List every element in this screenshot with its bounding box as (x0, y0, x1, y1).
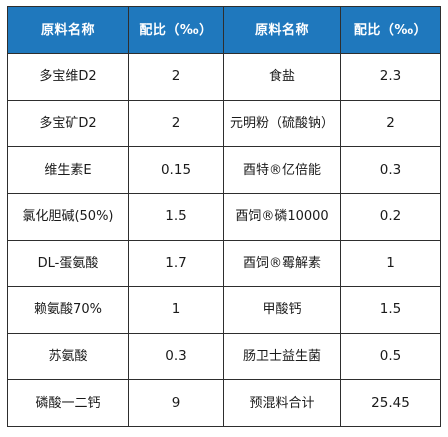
ingredient-name-right: 元明粉（硫酸钠） (223, 99, 341, 148)
ingredient-name-right: 肠卫士益生菌 (223, 332, 341, 381)
table-row: 氯化胆碱(50%) 1.5 酉饲®磷10000 0.2 (7, 192, 441, 241)
ingredient-name-right: 酉饲®霉解素 (223, 239, 341, 288)
header-ratio-right: 配比（‰） (340, 6, 441, 54)
ingredient-name-right: 酉饲®磷10000 (223, 192, 341, 241)
ratio-value-right: 0.5 (340, 332, 441, 381)
ingredient-name-left: 维生素E (7, 146, 129, 194)
table-row: 多宝维D2 2 食盐 2.3 (7, 53, 441, 101)
ratio-value-right: 1.5 (340, 286, 441, 334)
ingredient-name-left: 多宝矿D2 (7, 99, 129, 148)
ratio-value-right: 1 (340, 239, 441, 288)
ingredient-name-right: 酉特®亿倍能 (223, 146, 341, 194)
table-header-row: 原料名称 配比（‰） 原料名称 配比（‰） (7, 6, 441, 54)
table-row: DL-蛋氨酸 1.7 酉饲®霉解素 1 (7, 239, 441, 288)
ratio-value-left: 9 (128, 379, 224, 427)
header-ratio-left: 配比（‰） (128, 6, 224, 54)
ingredient-name-left: 苏氨酸 (7, 332, 129, 381)
header-ingredient-name-left: 原料名称 (7, 6, 129, 54)
ingredient-name-right: 甲酸钙 (223, 286, 341, 334)
ratio-value-right: 0.2 (340, 192, 441, 241)
premix-formula-table: 原料名称 配比（‰） 原料名称 配比（‰） 多宝维D2 2 食盐 2.3 多宝矿… (7, 6, 441, 427)
premix-total-value: 25.45 (340, 379, 441, 427)
ingredient-name-left: 多宝维D2 (7, 53, 129, 101)
ingredient-name-left: 赖氨酸70% (7, 286, 129, 334)
ratio-value-left: 1.5 (128, 192, 224, 241)
ratio-value-left: 2 (128, 99, 224, 148)
ingredient-name-left: DL-蛋氨酸 (7, 239, 129, 288)
ratio-value-left: 0.15 (128, 146, 224, 194)
ingredient-name-left: 氯化胆碱(50%) (7, 192, 129, 241)
ratio-value-right: 2 (340, 99, 441, 148)
ratio-value-left: 1.7 (128, 239, 224, 288)
ratio-value-left: 2 (128, 53, 224, 101)
ratio-value-right: 0.3 (340, 146, 441, 194)
table-row: 赖氨酸70% 1 甲酸钙 1.5 (7, 286, 441, 334)
premix-total-label: 预混料合计 (223, 379, 341, 427)
table-row: 多宝矿D2 2 元明粉（硫酸钠） 2 (7, 99, 441, 148)
premix-formula-table-container: 原料名称 配比（‰） 原料名称 配比（‰） 多宝维D2 2 食盐 2.3 多宝矿… (7, 6, 441, 427)
ingredient-name-left: 磷酸一二钙 (7, 379, 129, 427)
ratio-value-left: 0.3 (128, 332, 224, 381)
table-row-total: 磷酸一二钙 9 预混料合计 25.45 (7, 379, 441, 427)
ratio-value-right: 2.3 (340, 53, 441, 101)
table-row: 维生素E 0.15 酉特®亿倍能 0.3 (7, 146, 441, 194)
ratio-value-left: 1 (128, 286, 224, 334)
header-ingredient-name-right: 原料名称 (223, 6, 341, 54)
ingredient-name-right: 食盐 (223, 53, 341, 101)
table-row: 苏氨酸 0.3 肠卫士益生菌 0.5 (7, 332, 441, 381)
